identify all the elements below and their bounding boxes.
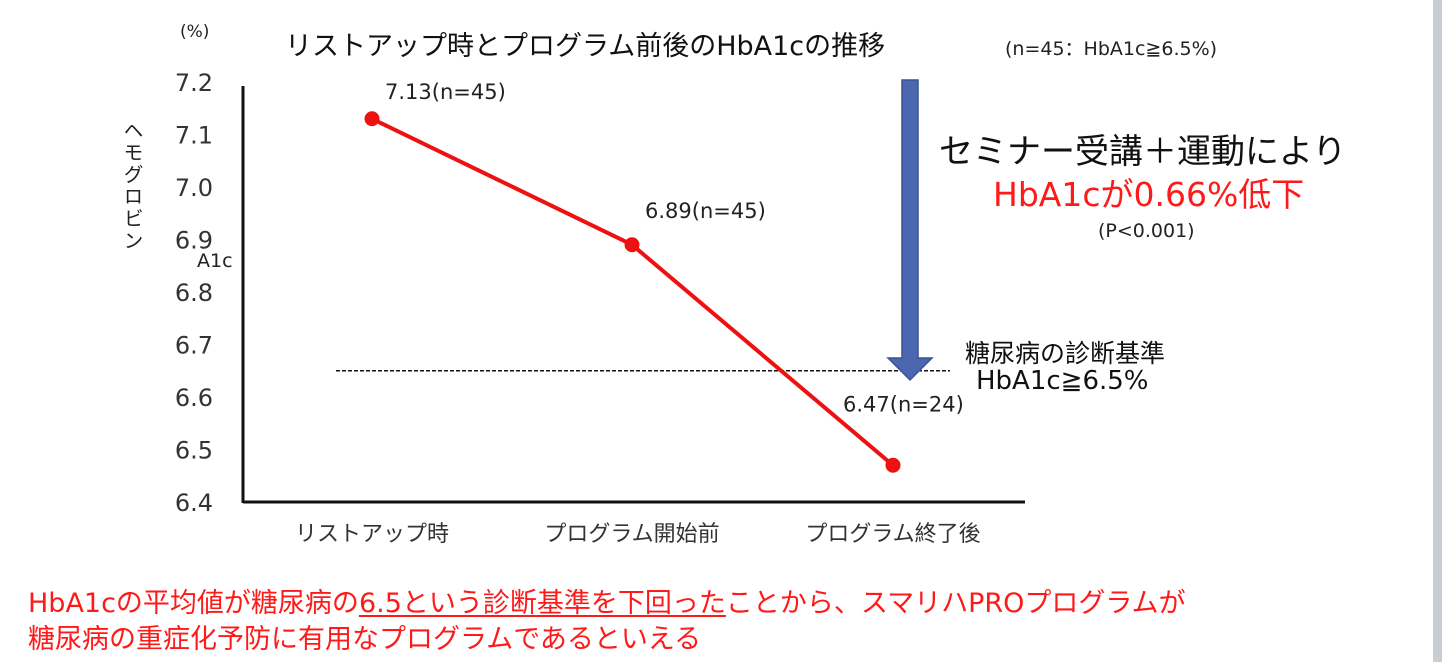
conclusion-part1: HbA1cの平均値が糖尿病の (28, 588, 359, 619)
y-tick-label: 7.1 (175, 122, 213, 150)
right-scroll-strip (1433, 0, 1442, 662)
data-point (624, 237, 640, 253)
x-tick-label: プログラム終了後 (805, 522, 980, 547)
conclusion-underlined: 6.5という診断基準を下回った (358, 588, 726, 619)
sample-note: (n=45：HbA1c≧6.5%) (1005, 38, 1218, 60)
y-tick-label: 6.5 (175, 437, 213, 465)
y-tick-label: 7.2 (175, 69, 213, 97)
y-tick-label: 6.6 (175, 384, 213, 412)
conclusion-part3: ことから、スマリハPROプログラムが (725, 588, 1186, 619)
conclusion-line1: HbA1cの平均値が糖尿病の6.5という診断基準を下回ったことから、スマリハPR… (28, 586, 1186, 622)
data-label: 7.13(n=45) (385, 80, 506, 104)
data-labels: 7.13(n=45) 6.89(n=45) 6.47(n=24) (385, 80, 964, 417)
unit-label: (%) (180, 22, 210, 42)
data-point (885, 457, 901, 473)
y-tick-label: 7.0 (175, 174, 213, 202)
y-tick-label: 6.7 (175, 332, 213, 360)
y-axis-label-suffix: A1c (197, 250, 233, 272)
callout-line2: HbA1cが0.66%低下 (993, 175, 1305, 214)
y-tick-label: 6.4 (175, 489, 213, 517)
y-tick-label: 6.8 (175, 279, 213, 307)
series-line (371, 116, 895, 467)
x-axis-ticks: リストアップ時 プログラム開始前 プログラム終了後 (295, 522, 981, 547)
x-tick-label: リストアップ時 (295, 522, 449, 547)
data-points (364, 111, 901, 473)
y-axis-ticks: 6.4 6.5 6.6 6.7 6.8 6.9 7.0 7.1 7.2 (175, 69, 213, 517)
conclusion-line2: 糖尿病の重症化予防に有用なプログラムであるといえる (28, 624, 702, 655)
conclusion-text: HbA1cの平均値が糖尿病の6.5という診断基準を下回ったことから、スマリハPR… (28, 586, 1186, 658)
y-tick-label: 6.9 (175, 227, 213, 255)
y-axis-label: ヘモグロビン (120, 120, 144, 252)
reference-label-line1: 糖尿病の診断基準 (965, 339, 1166, 368)
chart-title: リストアップ時とプログラム前後のHbA1cの推移 (285, 31, 886, 62)
data-point (364, 111, 380, 127)
callout-line1: セミナー受講＋運動により (939, 132, 1347, 172)
reference-label-line2: HbA1c≧6.5% (976, 366, 1149, 396)
p-value: (P<0.001) (1098, 220, 1195, 242)
x-tick-label: プログラム開始前 (544, 522, 719, 547)
data-label: 6.89(n=45) (645, 199, 766, 223)
down-arrow-icon (886, 79, 934, 382)
data-label: 6.47(n=24) (843, 392, 964, 416)
